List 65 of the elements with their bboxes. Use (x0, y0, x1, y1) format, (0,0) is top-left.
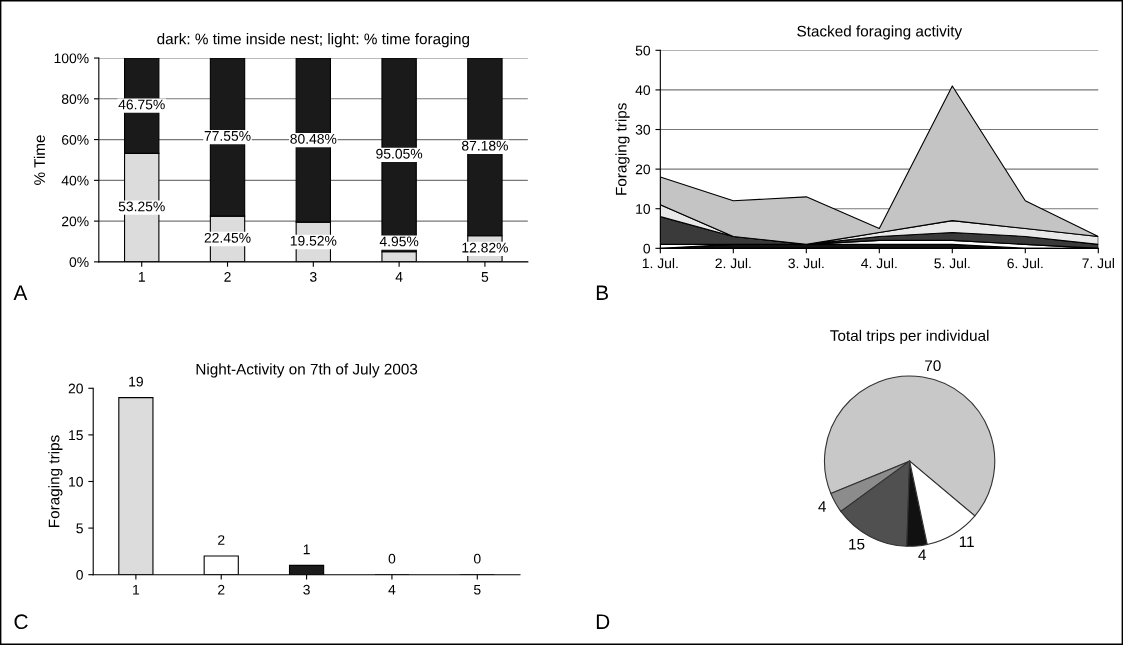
x-tick-label: 5 (481, 272, 489, 282)
x-tick-label: 4 (388, 584, 396, 595)
data-label: 1 (303, 544, 310, 555)
data-label: 46.75% (118, 99, 165, 110)
data-label: 77.55% (204, 131, 251, 141)
y-tick-label: 0 (76, 570, 83, 580)
x-tick-label: 2 (224, 271, 231, 282)
x-tick-label: 2. Jul. (715, 258, 751, 269)
y-tick-label: 100% (54, 53, 89, 64)
y-tick-label: 20 (635, 164, 651, 175)
data-label: 53.25% (118, 201, 165, 212)
y-tick-label: 15 (69, 430, 83, 441)
y-tick-label: 0 (643, 243, 651, 254)
y-tick-label: 20% (62, 216, 89, 227)
data-label: 4.95% (379, 236, 419, 247)
data-label: 11 (959, 536, 974, 547)
data-label: 19.52% (290, 235, 337, 246)
x-tick-label: 5 (473, 584, 481, 595)
chart-title: Total trips per individual (830, 329, 989, 345)
data-label: 95.05% (376, 148, 423, 159)
y-tick-label: 20 (68, 383, 83, 394)
data-label: 70 (925, 360, 941, 372)
y-axis-title: Foraging trips (615, 103, 630, 195)
text: D (596, 614, 610, 629)
text: B (596, 285, 608, 300)
data-label: 12.82% (462, 242, 508, 253)
data-label: 4 (918, 549, 926, 561)
x-tick-label: 3 (303, 584, 310, 595)
y-tick-label: 5 (76, 523, 83, 534)
x-tick-label: 7. Jul (1082, 258, 1114, 269)
x-tick-label: 4 (395, 272, 403, 282)
data-label: 0 (473, 553, 481, 564)
y-tick-label: 40 (635, 85, 651, 96)
x-tick-label: 3. Jul. (788, 258, 824, 269)
x-tick-label: 1 (133, 584, 140, 595)
y-tick-label: 60% (62, 134, 89, 145)
x-tick-label: 4. Jul. (861, 258, 897, 269)
data-label: 80.48% (290, 133, 337, 144)
y-tick-label: 30 (635, 124, 651, 135)
text: A (13, 285, 28, 300)
data-label: 2 (218, 535, 225, 545)
data-label: 87.18% (461, 140, 508, 151)
x-tick-label: 2 (218, 584, 225, 595)
data-label: 15 (849, 538, 865, 550)
y-tick-label: 50 (635, 45, 651, 56)
x-tick-label: 3 (309, 271, 317, 282)
data-label: 19 (129, 376, 143, 387)
y-tick-label: 80% (61, 94, 89, 104)
y-axis-title: % Time (33, 135, 46, 185)
x-tick-label: 1 (138, 272, 145, 282)
x-tick-label: 6. Jul. (1007, 258, 1043, 269)
chart-title: dark: % time inside nest; light: % time foraging (157, 33, 470, 48)
y-tick-label: 40% (61, 175, 89, 186)
data-label: 0 (388, 553, 396, 564)
x-tick-label: 5. Jul. (934, 258, 970, 269)
text: C (14, 614, 28, 630)
y-axis-title: Foraging trips (48, 435, 63, 527)
data-label: 4 (818, 501, 826, 512)
chart-title: Stacked foraging activity (797, 25, 963, 40)
y-tick-label: 0% (69, 257, 89, 268)
chart-title: Night-Activity on 7th of July 2003 (196, 363, 418, 378)
y-tick-label: 10 (636, 204, 651, 214)
y-tick-label: 10 (69, 476, 83, 487)
x-tick-label: 1. Jul. (642, 258, 678, 269)
data-label: 22.45% (204, 232, 251, 243)
